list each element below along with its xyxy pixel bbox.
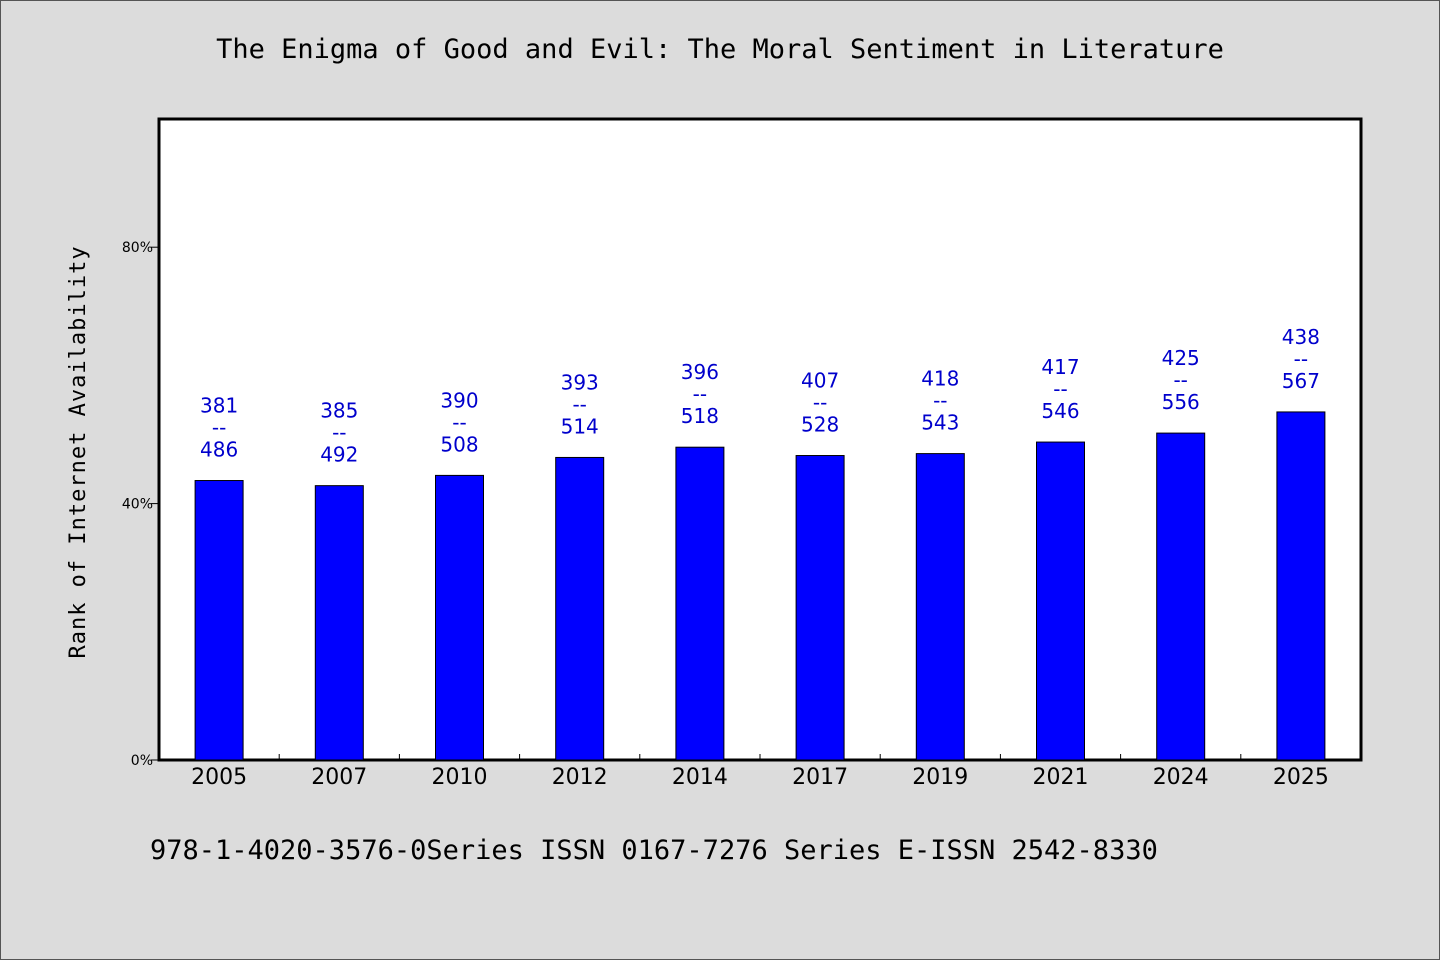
x-tick-label: 2012 xyxy=(552,765,608,790)
bar-2019 xyxy=(915,453,965,761)
x-tick-label: 2024 xyxy=(1153,765,1209,790)
bar-2025 xyxy=(1276,411,1326,761)
data-label: 546 xyxy=(1041,399,1079,423)
y-tick-label: 0% xyxy=(131,753,153,769)
data-label: 425 xyxy=(1162,346,1200,370)
bar-2021 xyxy=(1036,441,1085,761)
data-label: -- xyxy=(212,416,226,440)
x-axis-ticks xyxy=(278,754,1242,760)
bar-2012 xyxy=(555,456,605,761)
x-tick-label: 2007 xyxy=(311,765,367,790)
data-label: 385 xyxy=(320,399,358,423)
bars xyxy=(194,411,1326,761)
data-label: 418 xyxy=(921,367,959,391)
data-label: 486 xyxy=(200,438,238,462)
data-label: 438 xyxy=(1282,325,1320,349)
x-tick-label: 2025 xyxy=(1273,765,1329,790)
data-label: -- xyxy=(1294,347,1308,371)
data-label: 417 xyxy=(1041,355,1079,379)
isbn-issn-note: 978-1-4020-3576-0Series ISSN 0167-7276 S… xyxy=(150,835,1158,866)
data-label: 567 xyxy=(1282,369,1320,393)
chart-title: The Enigma of Good and Evil: The Moral S… xyxy=(216,34,1224,65)
data-label: -- xyxy=(332,421,346,445)
data-label: 514 xyxy=(561,414,599,438)
data-label: -- xyxy=(693,382,707,406)
bar-2014 xyxy=(675,446,725,761)
x-tick-label: 2010 xyxy=(432,765,488,790)
data-label: 543 xyxy=(921,411,959,435)
data-label: -- xyxy=(813,391,827,415)
y-axis-label: Rank of Internet Availability xyxy=(66,245,91,658)
data-labels: 2005381--4862007385--4922010390--5082012… xyxy=(191,325,1329,790)
data-label: 518 xyxy=(681,404,719,428)
data-label: 492 xyxy=(320,443,358,467)
y-tick-label: 40% xyxy=(122,497,153,513)
bar-2007 xyxy=(314,485,364,761)
data-label: 393 xyxy=(561,370,599,394)
bar-2005 xyxy=(194,480,244,761)
data-label: 396 xyxy=(681,360,719,384)
data-label: -- xyxy=(572,392,586,416)
data-label: -- xyxy=(1053,377,1067,401)
x-tick-label: 2021 xyxy=(1033,765,1089,790)
data-label: 407 xyxy=(801,369,839,393)
data-label: -- xyxy=(933,389,947,413)
x-tick-label: 2005 xyxy=(191,765,247,790)
data-label: 390 xyxy=(440,388,478,412)
data-label: -- xyxy=(1173,368,1187,392)
x-tick-label: 2017 xyxy=(792,765,848,790)
bar-2024 xyxy=(1156,432,1206,761)
bar-2017 xyxy=(795,455,845,761)
data-label: -- xyxy=(452,410,466,434)
x-tick-label: 2019 xyxy=(912,765,968,790)
data-label: 508 xyxy=(440,432,478,456)
y-tick-label: 80% xyxy=(122,240,153,256)
data-label: 556 xyxy=(1162,390,1200,414)
x-tick-label: 2014 xyxy=(672,765,728,790)
y-axis-ticks: 0% 40% 80% xyxy=(122,240,159,769)
data-label: 381 xyxy=(200,394,238,418)
bar-2010 xyxy=(435,474,484,761)
data-label: 528 xyxy=(801,413,839,437)
